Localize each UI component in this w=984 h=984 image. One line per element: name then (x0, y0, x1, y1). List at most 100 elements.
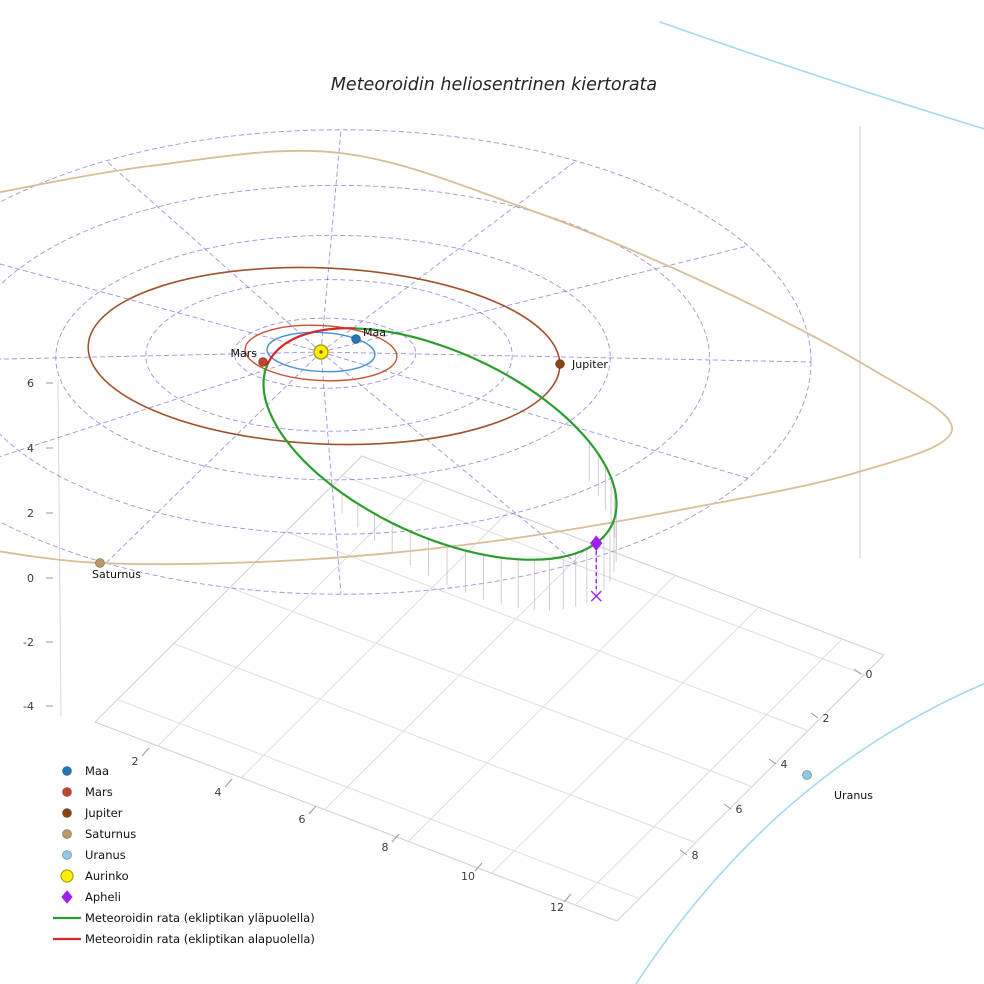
floor-grid-line-x (491, 606, 760, 874)
apheli-projection-x (590, 590, 602, 602)
meteoroid-above-ecliptic (262, 327, 618, 561)
floor-grid-line-x (240, 511, 509, 779)
polar-grid-radial (320, 245, 749, 353)
z-tick-label: 0 (27, 572, 34, 585)
floor-grid-line-y (342, 475, 865, 676)
legend: Maa Mars Jupiter Saturnus Uranus Aurinko Aphel… (53, 764, 315, 946)
polar-grid-radial (105, 351, 322, 564)
polar-grid-radial (320, 160, 577, 353)
x-tick-mark (474, 862, 483, 872)
x-tick-label: 4 (215, 786, 222, 799)
legend-marker-dot (62, 766, 72, 776)
legend-item-label: Meteoroidin rata (ekliptikan alapuolella… (85, 932, 315, 946)
floor-grid-line-y (285, 531, 809, 732)
floor-grid-line-y (173, 643, 696, 844)
planet-label-mars: Mars (231, 347, 258, 360)
legend-item-label: Aurinko (85, 869, 129, 883)
legend-item-label: Maa (85, 764, 109, 778)
x-tick-label: 6 (299, 813, 306, 826)
orbit-mars (244, 324, 398, 382)
y-tick-mark (810, 712, 819, 719)
legend-marker-dot (62, 829, 72, 839)
y-tick-mark (723, 803, 732, 810)
plot-layers: 2 4 6 8 10 12 0 2 4 6 8 6 4 2 0 -2 -4 Maa Mars Jupiter Satur… (0, 21, 984, 984)
polar-grid-radial (320, 351, 342, 595)
floor-pane-outline (94, 455, 885, 922)
orbit-maa (266, 331, 376, 373)
orbit-uranus (635, 21, 984, 984)
y-tick-label: 0 (866, 668, 873, 681)
z-tick-label: 2 (27, 507, 34, 520)
x-tick-mark (563, 893, 572, 903)
apheli-marker-diamond (590, 535, 603, 551)
x-tick-mark (141, 747, 150, 757)
x-tick-label: 8 (382, 841, 389, 854)
orbit-saturnus (0, 149, 953, 566)
x-tick-mark (308, 805, 317, 815)
planet-label-maa: Maa (363, 326, 386, 339)
floor-grid-line-x (407, 575, 676, 842)
polar-grid-ring (55, 234, 611, 481)
y-tick-label: 2 (823, 712, 830, 725)
uranus-orbit-arc-top (659, 21, 984, 130)
stem-lines (341, 441, 617, 611)
legend-item-label: Apheli (85, 890, 121, 904)
saturnus-orbit (0, 149, 953, 566)
planet-markers: Maa Mars Jupiter Saturnus Uranus (92, 326, 873, 802)
planet-dot-mars (258, 357, 268, 367)
floor-grid-line-x (574, 638, 843, 906)
legend-marker-dot (62, 808, 72, 818)
meteoroid-orbit (262, 327, 618, 561)
y-tick-label: 8 (692, 849, 699, 862)
legend-item-label: Mars (85, 785, 113, 799)
polar-grid-radial (320, 129, 342, 353)
floor-grid-line-x (324, 543, 593, 810)
polar-grid-radial (320, 351, 749, 479)
x-tick-label: 2 (132, 755, 139, 768)
y-tick-mark (679, 849, 688, 856)
plot-title: Meteoroidin heliosentrinen kiertorata (331, 75, 657, 95)
y-tick-mark (853, 668, 862, 675)
planet-dot-maa (351, 334, 361, 344)
sun-marker (313, 344, 329, 360)
legend-item-label: Meteoroidin rata (ekliptikan yläpuolella… (85, 911, 315, 925)
z-tick-label: -2 (23, 636, 34, 649)
x-tick-label: 10 (461, 870, 475, 883)
x-tick-mark (224, 778, 233, 788)
z-tick-label: -4 (23, 700, 34, 713)
polar-grid-radial (105, 160, 322, 353)
planet-dot-jupiter (555, 359, 565, 369)
floor-grid-line-y (229, 587, 753, 788)
meteoroid-below-ecliptic (266, 327, 355, 365)
planet-label-jupiter: Jupiter (571, 358, 608, 371)
polar-grid-ring (145, 279, 513, 432)
legend-marker-dot (62, 787, 72, 797)
x-tick-mark (391, 833, 400, 843)
planet-dot-saturnus (95, 558, 105, 568)
legend-item-label: Uranus (85, 848, 126, 862)
floor-grid (94, 455, 885, 922)
polar-grid-ring (0, 129, 812, 595)
uranus-orbit-arc-bottom (635, 682, 984, 984)
planet-dot-uranus (802, 770, 812, 780)
y-tick-mark (768, 758, 777, 765)
axis-frame (57, 126, 861, 717)
polar-grid-radial (0, 263, 322, 353)
ecliptic-polar-grid (0, 129, 812, 595)
maa-orbit (266, 331, 376, 373)
legend-marker-sun (60, 869, 74, 883)
floor-grid-line-x (157, 479, 425, 747)
legend-item-label: Saturnus (85, 827, 136, 841)
legend-marker-diamond (61, 890, 73, 904)
z-tick-label: 4 (27, 442, 34, 455)
floor-grid-line-y (117, 699, 640, 900)
mars-orbit (244, 324, 398, 382)
z-tick-label: 6 (27, 377, 34, 390)
legend-item-label: Jupiter (84, 806, 123, 820)
axis-ticks: 2 4 6 8 10 12 0 2 4 6 8 6 4 2 0 -2 -4 (23, 377, 872, 914)
apheli-group (590, 535, 603, 602)
sun-center-dot (319, 350, 323, 354)
z-axis-edge (57, 379, 62, 717)
